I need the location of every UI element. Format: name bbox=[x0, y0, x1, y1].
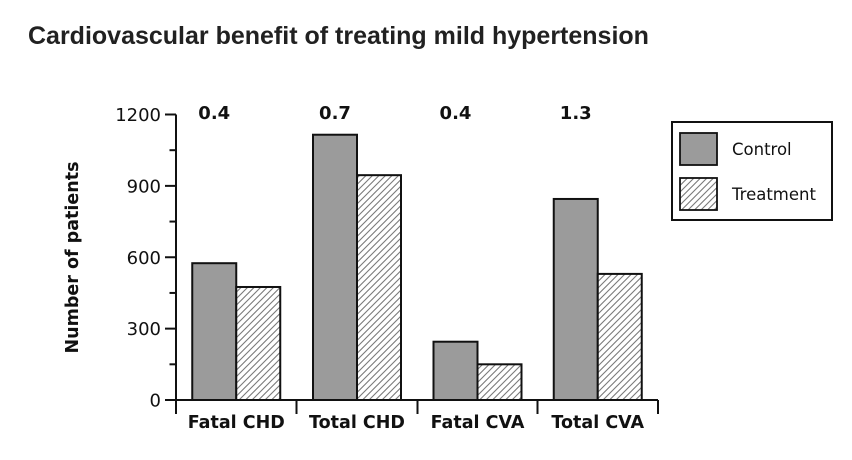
legend-swatch-treatment bbox=[679, 177, 718, 211]
bar-control-total-cva bbox=[552, 197, 599, 401]
y-tick-label: 900 bbox=[127, 176, 161, 197]
legend-label-treatment: Treatment bbox=[731, 185, 816, 204]
bar-control-total-chd bbox=[312, 133, 358, 401]
chart-title: Cardiovascular benefit of treating mild … bbox=[28, 22, 649, 50]
legend-swatch-control bbox=[679, 132, 718, 166]
y-tick-label: 600 bbox=[127, 248, 161, 269]
bar-treatment-fatal-chd bbox=[235, 285, 282, 401]
x-category-label-fatal-chd: Fatal CHD bbox=[188, 413, 285, 433]
x-category-label-total-chd: Total CHD bbox=[309, 413, 405, 433]
bar-treatment-fatal-cva bbox=[476, 363, 523, 401]
legend: Control Treatment bbox=[671, 121, 833, 221]
bar-chart-canvas: Fatal CHD 0.4 Total CHD 0.7 Fatal CVA 0.4 Tota… bbox=[63, 103, 833, 433]
y-tick-label: 0 bbox=[150, 391, 161, 412]
x-category-label-total-cva: Total CVA bbox=[551, 413, 644, 433]
bar-control-fatal-chd bbox=[191, 262, 238, 401]
bar-treatment-total-cva bbox=[596, 272, 643, 401]
x-category-label-fatal-cva: Fatal CVA bbox=[431, 413, 525, 433]
y-axis-title: Number of patients bbox=[63, 162, 83, 354]
y-tick-label: 1200 bbox=[115, 105, 161, 126]
bar-control-fatal-cva bbox=[432, 340, 479, 402]
annotation-fatal-chd: 0.4 bbox=[198, 103, 230, 124]
annotation-fatal-cva: 0.4 bbox=[440, 103, 472, 124]
bar-treatment-total-chd bbox=[356, 174, 402, 401]
annotation-total-chd: 0.7 bbox=[319, 103, 351, 124]
y-tick-label: 300 bbox=[127, 319, 161, 340]
legend-label-control: Control bbox=[732, 140, 792, 159]
annotation-total-cva: 1.3 bbox=[560, 103, 592, 124]
